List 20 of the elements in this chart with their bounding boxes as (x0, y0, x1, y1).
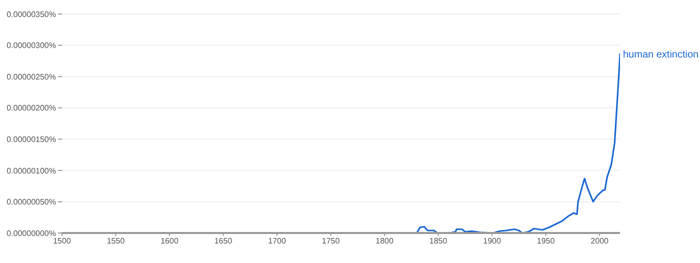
y-tick-label: 0.00000150% (6, 134, 56, 144)
y-tick-label: 0.00000350% (6, 10, 56, 19)
x-tick-label: 1650 (214, 236, 233, 246)
y-tick-label: 0.00000200% (6, 104, 56, 113)
x-tick-label: 1900 (483, 236, 502, 246)
x-tick-label: 1600 (160, 236, 179, 246)
x-tick-label: 1850 (429, 236, 448, 246)
x-tick-label: 1800 (376, 236, 394, 246)
x-tick-label: 1550 (106, 236, 126, 246)
x-tick-label: 1500 (53, 236, 72, 246)
y-tick-label: 0.00000000% (6, 228, 56, 238)
series-label: human extinction (623, 49, 699, 60)
y-tick-label: 0.00000300% (6, 41, 56, 50)
x-tick-label: 1750 (322, 236, 340, 246)
x-tick-label: 2000 (590, 236, 610, 246)
y-tick-label: 0.00000050% (6, 198, 56, 207)
x-tick-label: 1950 (536, 236, 556, 246)
x-tick-label: 1700 (268, 236, 286, 246)
y-tick-label: 0.00000100% (6, 166, 56, 176)
y-tick-label: 0.00000250% (6, 72, 56, 82)
